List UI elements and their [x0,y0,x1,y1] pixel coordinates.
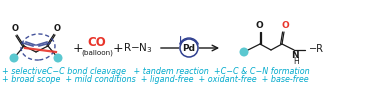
Text: +: + [113,42,123,55]
Text: Pd: Pd [183,44,195,53]
Text: +: + [73,42,83,55]
Circle shape [9,53,19,63]
Text: + selectiveC−C bond cleavage   + tandem reaction  +C−C & C−N formation: + selectiveC−C bond cleavage + tandem re… [2,66,310,76]
Text: R$\mathsf{-}$N$_3$: R$\mathsf{-}$N$_3$ [123,41,153,55]
Circle shape [240,47,248,57]
Text: + broad scope  + mild conditions  + ligand-free  + oxidant-free  + base-free: + broad scope + mild conditions + ligand… [2,74,308,84]
Text: O: O [281,21,289,30]
Text: O: O [11,24,19,33]
Text: −R: −R [309,44,324,54]
Circle shape [180,39,198,57]
Text: (balloon): (balloon) [81,50,113,56]
Text: O: O [255,21,263,30]
Text: CO: CO [88,36,106,50]
Text: N: N [291,51,299,60]
Text: H: H [294,57,299,66]
Circle shape [54,53,62,63]
Text: O: O [54,24,60,33]
